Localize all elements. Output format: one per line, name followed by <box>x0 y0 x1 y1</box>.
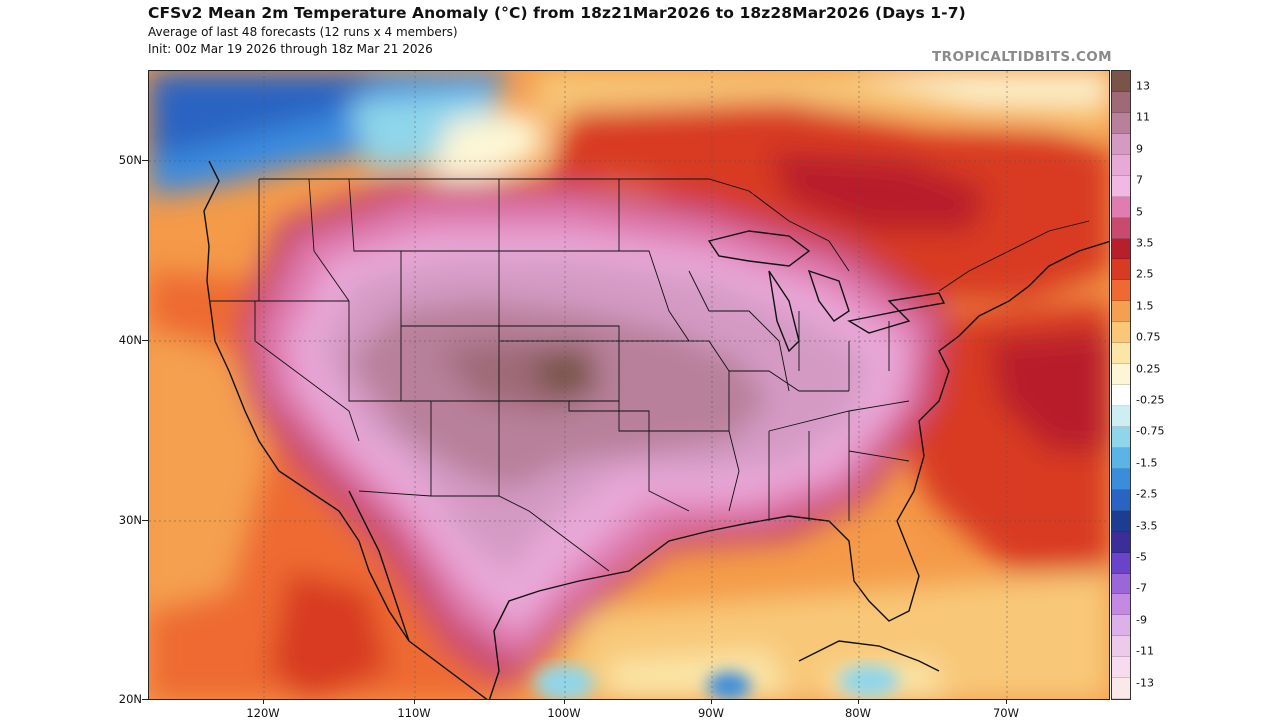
state-borders <box>209 178 1090 572</box>
colorbar-swatch <box>1112 447 1130 469</box>
colorbar-swatch <box>1112 196 1130 218</box>
lat-label-50n: 50N <box>118 153 142 167</box>
lon-tick-80w <box>858 699 859 704</box>
source-credit: TROPICALTIDBITS.COM <box>932 49 1112 65</box>
colorbar-swatch <box>1112 322 1130 344</box>
lon-label-90w: 90W <box>697 706 725 720</box>
lon-label-100w: 100W <box>547 706 581 720</box>
colorbar-swatch <box>1112 343 1130 365</box>
colorbar-swatch <box>1112 280 1130 302</box>
colorbar-label: -13 <box>1136 676 1154 690</box>
lon-label-80w: 80W <box>844 706 872 720</box>
colorbar-label: -0.25 <box>1136 393 1165 407</box>
colorbar-label: 3.5 <box>1136 236 1154 250</box>
map-header: CFSv2 Mean 2m Temperature Anomaly (°C) f… <box>148 4 1120 56</box>
colorbar-label: -11 <box>1136 644 1154 658</box>
init-time-note: Init: 00z Mar 19 2026 through 18z Mar 21… <box>148 42 433 56</box>
anomaly-field-smooth <box>149 71 1109 699</box>
lon-tick-90w <box>711 699 712 704</box>
colorbar-swatch <box>1112 489 1130 511</box>
temperature-colorbar <box>1111 70 1131 700</box>
colorbar-swatch <box>1112 364 1130 386</box>
colorbar-swatch <box>1112 175 1130 197</box>
cool-anomaly-pockets <box>534 665 899 699</box>
colorbar-swatch <box>1112 71 1130 92</box>
colorbar-swatch <box>1112 531 1130 553</box>
colorbar-label: -0.75 <box>1136 424 1165 438</box>
colorbar-swatch <box>1112 217 1130 239</box>
forecast-average-note: Average of last 48 forecasts (12 runs x … <box>148 25 458 39</box>
colorbar-swatch <box>1112 133 1130 155</box>
lat-label-30n: 30N <box>118 513 142 527</box>
lon-tick-110w <box>414 699 415 704</box>
colorbar-label: 13 <box>1136 79 1150 93</box>
colorbar-label: -1.5 <box>1136 456 1158 470</box>
colorbar-label: 0.75 <box>1136 330 1161 344</box>
colorbar-swatch <box>1112 510 1130 532</box>
lon-label-110w: 110W <box>397 706 431 720</box>
colorbar-swatch <box>1112 238 1130 260</box>
colorbar-swatch <box>1112 468 1130 490</box>
colorbar-label: 7 <box>1136 173 1143 187</box>
lat-tick-40n <box>142 340 148 341</box>
colorbar-label: 2.5 <box>1136 267 1154 281</box>
lon-tick-120w <box>263 699 264 704</box>
colorbar-swatch <box>1112 112 1130 134</box>
lon-label-70w: 70W <box>992 706 1020 720</box>
colorbar-label: -2.5 <box>1136 487 1158 501</box>
colorbar-swatch <box>1112 385 1130 406</box>
colorbar-swatch <box>1112 552 1130 574</box>
lat-tick-30n <box>142 520 148 521</box>
colorbar-swatch <box>1112 426 1130 448</box>
colorbar-swatch <box>1112 259 1130 281</box>
colorbar-label: 0.25 <box>1136 362 1161 376</box>
colorbar-swatch <box>1112 594 1130 616</box>
colorbar-swatch <box>1112 301 1130 323</box>
colorbar-label: 11 <box>1136 110 1150 124</box>
lat-tick-50n <box>142 160 148 161</box>
lat-label-20n: 20N <box>118 692 142 706</box>
colorbar-label: -7 <box>1136 581 1147 595</box>
lat-tick-20n <box>142 699 148 700</box>
colorbar-label: 1.5 <box>1136 299 1154 313</box>
colorbar-swatch <box>1112 154 1130 176</box>
graticule <box>149 71 1109 699</box>
colorbar-swatch <box>1112 406 1130 427</box>
colorbar-label: -3.5 <box>1136 519 1158 533</box>
lat-label-40n: 40N <box>118 333 142 347</box>
colorbar-swatch <box>1112 678 1130 700</box>
colorbar-label: 9 <box>1136 142 1143 156</box>
lon-tick-100w <box>564 699 565 704</box>
colorbar-swatch <box>1112 615 1130 637</box>
colorbar-swatch <box>1112 657 1130 679</box>
colorbar-swatch <box>1112 91 1130 113</box>
lon-label-120w: 120W <box>246 706 280 720</box>
colorbar-swatch <box>1112 573 1130 595</box>
anomaly-map-svg <box>149 71 1109 699</box>
temperature-anomaly-map <box>148 70 1110 700</box>
colorbar-label: -9 <box>1136 613 1147 627</box>
colorbar-swatch <box>1112 636 1130 658</box>
colorbar-label: -5 <box>1136 550 1147 564</box>
colorbar-label: 5 <box>1136 205 1143 219</box>
lon-tick-70w <box>1006 699 1007 704</box>
map-title: CFSv2 Mean 2m Temperature Anomaly (°C) f… <box>148 4 966 22</box>
